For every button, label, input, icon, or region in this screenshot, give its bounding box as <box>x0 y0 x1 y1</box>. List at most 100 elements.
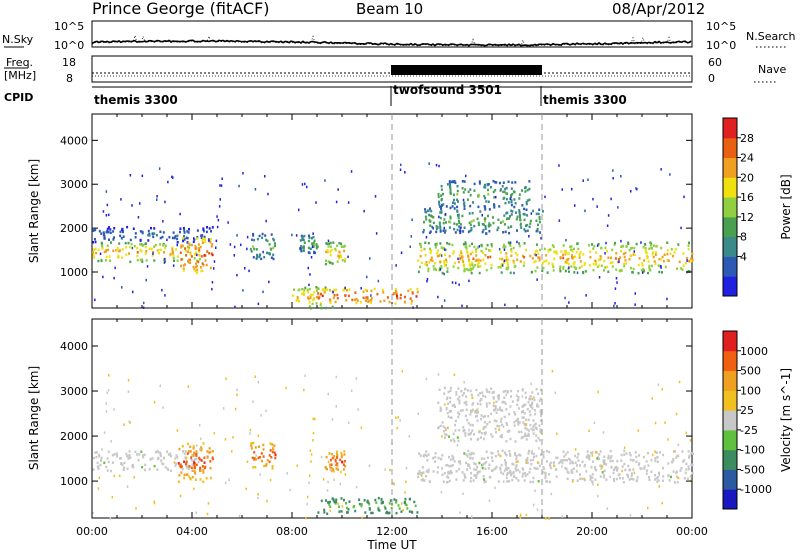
echo-cell <box>662 479 664 482</box>
echo-cell <box>103 250 106 254</box>
echo-cell <box>539 453 542 456</box>
echo-cell <box>457 216 460 220</box>
echo-cell <box>640 269 643 272</box>
echo-cell <box>364 299 367 302</box>
echo-cell <box>477 393 480 397</box>
echo-cell <box>153 227 156 230</box>
echo-cell <box>324 306 327 310</box>
echo-cell <box>461 258 464 262</box>
echo-cell <box>468 221 471 225</box>
echo-noise <box>513 271 515 275</box>
echo-cell <box>649 241 652 244</box>
colorbar-swatch <box>723 370 737 391</box>
echo-cell <box>532 209 535 213</box>
echo-cell <box>449 185 452 188</box>
echo-cell <box>537 223 539 227</box>
echo-cell <box>184 250 187 253</box>
echo-cell <box>552 269 555 272</box>
echo-noise <box>503 248 506 251</box>
echo-cell <box>621 465 624 468</box>
echo-cell <box>313 243 316 246</box>
echo-cell <box>532 425 535 428</box>
echo-cell <box>309 247 312 251</box>
echo-cell <box>488 402 491 405</box>
echo-noise <box>460 226 462 229</box>
echo-cell <box>466 468 468 471</box>
echo-cell <box>437 456 440 460</box>
echo-noise <box>641 271 644 274</box>
echo-cell <box>311 302 314 306</box>
echo-cell <box>535 427 538 430</box>
noise-search-label: N.Search <box>746 30 796 43</box>
echo-cell <box>337 468 340 471</box>
echo-noise <box>166 238 168 242</box>
echo-cell <box>506 473 508 476</box>
echo-cell <box>474 462 477 466</box>
echo-cell <box>380 501 383 505</box>
echo-cell <box>595 469 598 472</box>
echo-cell <box>340 497 343 500</box>
echo-cell <box>106 230 109 234</box>
echo-cell <box>180 244 183 247</box>
echo-cell <box>428 213 431 217</box>
echo-cell <box>189 253 192 256</box>
echo-cell <box>136 251 139 254</box>
echo-cell <box>458 460 460 464</box>
echo-cell <box>464 431 467 435</box>
echo-cell <box>311 242 314 245</box>
echo-cell <box>526 428 529 431</box>
echo-cell <box>326 242 329 246</box>
echo-cell <box>529 467 532 471</box>
echo-cell <box>529 394 532 398</box>
echo-cell <box>595 262 597 266</box>
echo-noise <box>357 408 359 411</box>
echo-noise <box>102 275 104 279</box>
echo-cell <box>98 229 101 233</box>
echo-cell <box>337 256 340 260</box>
echo-noise <box>606 224 609 227</box>
echo-cell <box>496 395 499 398</box>
echo-cell <box>661 271 663 274</box>
echo-cell <box>673 481 676 484</box>
echo-cell <box>105 249 108 252</box>
echo-cell <box>499 265 502 269</box>
echo-noise <box>99 252 102 255</box>
echo-cell <box>613 479 616 483</box>
echo-cell <box>409 297 412 300</box>
echo-cell <box>471 267 474 271</box>
echo-cell <box>428 480 431 483</box>
echo-cell <box>136 246 139 250</box>
echo-cell <box>470 393 473 397</box>
echo-cell <box>499 257 501 261</box>
echo-cell <box>490 412 493 416</box>
echo-cell <box>482 415 485 419</box>
echo-cell <box>422 230 425 234</box>
echo-cell <box>688 241 690 245</box>
echo-cell <box>195 251 198 254</box>
echo-cell <box>360 504 363 508</box>
echo-noise <box>495 195 497 199</box>
echo-cell <box>126 467 129 470</box>
echo-cell <box>388 511 391 515</box>
echo-cell <box>519 218 522 222</box>
echo-cell <box>345 299 348 302</box>
echo-cell <box>183 234 185 238</box>
echo-cell <box>452 250 455 253</box>
echo-cell <box>466 251 469 254</box>
echo-cell <box>450 439 452 442</box>
echo-noise <box>617 206 619 209</box>
echo-cell <box>544 473 547 476</box>
echo-cell <box>486 243 489 247</box>
echo-cell <box>98 455 101 458</box>
echo-noise <box>597 483 599 486</box>
echo-cell <box>95 455 98 459</box>
echo-cell <box>508 450 511 453</box>
echo-cell <box>644 248 647 252</box>
echo-noise <box>571 187 573 191</box>
echo-cell <box>315 243 318 246</box>
echo-noise <box>257 434 260 437</box>
echo-cell <box>485 450 488 453</box>
